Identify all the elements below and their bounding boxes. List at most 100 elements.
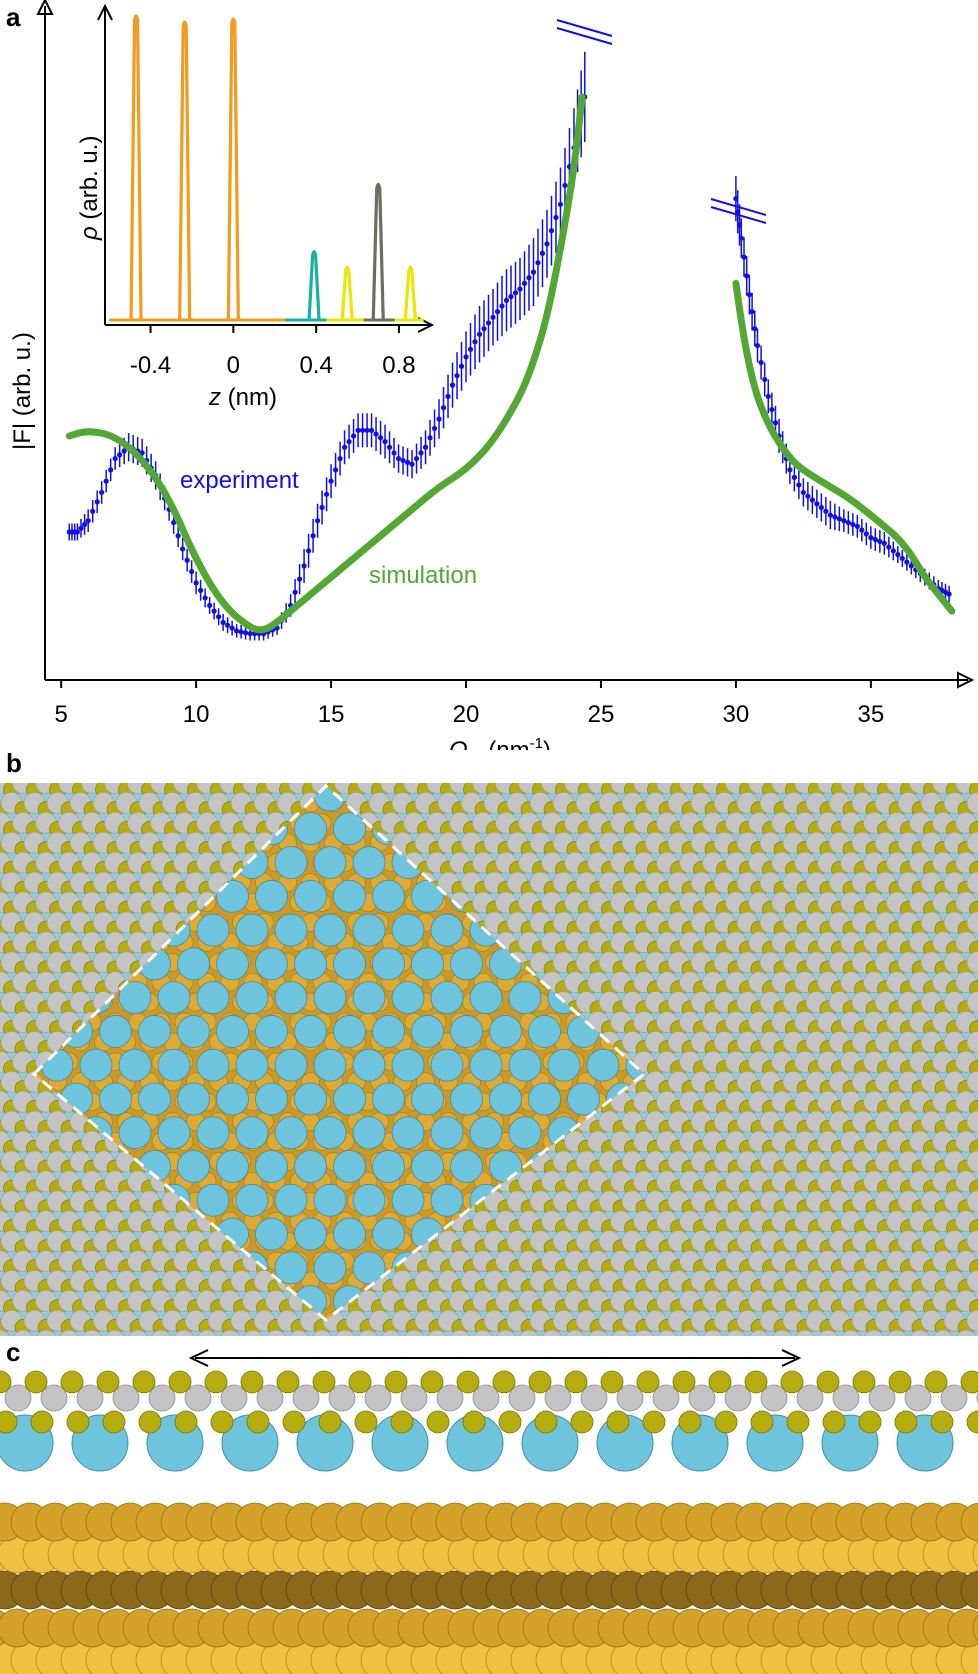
x-tick-label: 30 bbox=[723, 701, 750, 728]
experiment-point bbox=[229, 625, 235, 631]
inset-peak-au bbox=[129, 14, 143, 321]
experiment-point bbox=[744, 273, 750, 279]
inset-x-tick-label: -0.4 bbox=[130, 352, 171, 379]
x-tick-label: 5 bbox=[55, 701, 68, 728]
experiment-point bbox=[823, 508, 829, 514]
experiment-point bbox=[548, 228, 555, 234]
y-axis-arrow bbox=[36, 0, 54, 15]
experiment-point bbox=[738, 235, 744, 241]
experiment-point bbox=[355, 427, 361, 433]
x-tick-label: 20 bbox=[453, 701, 480, 728]
experiment-point bbox=[544, 241, 550, 247]
mo-atom bbox=[358, 1329, 378, 1336]
experiment-point bbox=[382, 439, 388, 445]
experiment-point bbox=[769, 406, 775, 413]
x-axis-arrow bbox=[957, 671, 975, 689]
experiment-point bbox=[328, 478, 334, 484]
inset-peak-cs bbox=[307, 250, 321, 321]
experiment-point bbox=[762, 376, 768, 383]
experiment-point bbox=[494, 309, 501, 315]
experiment-point bbox=[800, 489, 806, 496]
experiment-point bbox=[386, 444, 393, 450]
experiment-point bbox=[758, 359, 764, 366]
experiment-point bbox=[121, 448, 127, 454]
simulation-curve bbox=[65, 93, 586, 634]
experiment-point bbox=[908, 563, 914, 569]
experiment-point bbox=[78, 525, 84, 531]
experiment-point bbox=[946, 591, 952, 597]
experiment-point bbox=[108, 467, 114, 473]
experiment-point bbox=[749, 309, 755, 315]
mo-atom bbox=[128, 1329, 148, 1336]
experiment-point bbox=[521, 280, 528, 286]
experiment-point bbox=[787, 467, 793, 473]
experiment-point bbox=[904, 559, 910, 565]
experiment-point bbox=[184, 557, 190, 563]
experiment-point bbox=[765, 393, 771, 399]
experiment-point bbox=[818, 504, 824, 511]
main-chart: 5 10 15 20 25 30 35 experiment simulation |F| … bbox=[9, 0, 975, 750]
experiment-point bbox=[189, 568, 195, 575]
mo-atom bbox=[243, 1329, 263, 1336]
mo-atom bbox=[772, 1329, 792, 1336]
experiment-point bbox=[490, 314, 496, 320]
experiment-point bbox=[234, 628, 240, 634]
experiment-point bbox=[472, 339, 478, 345]
experiment-point bbox=[404, 459, 411, 465]
mo-atom bbox=[910, 1329, 930, 1336]
experiment-point bbox=[198, 587, 204, 593]
experiment-point bbox=[796, 482, 802, 488]
experiment-point bbox=[436, 416, 442, 422]
experiment-point bbox=[301, 563, 307, 569]
experiment-point bbox=[175, 533, 181, 539]
experiment-point bbox=[827, 512, 833, 518]
experiment-point bbox=[868, 535, 874, 541]
mo-atom bbox=[266, 1329, 286, 1336]
experiment-point bbox=[512, 290, 519, 296]
experiment-point bbox=[85, 518, 91, 524]
inset-chart: -0.4 0 0.4 0.8 ρ (arb. u.) z (nm) bbox=[76, 3, 435, 411]
experiment-point bbox=[814, 501, 820, 507]
inset-y-label: ρ (arb. u.) bbox=[76, 136, 103, 241]
simulation-annotation: simulation bbox=[369, 562, 477, 589]
x-tick-label: 35 bbox=[857, 701, 884, 728]
experiment-point bbox=[427, 435, 433, 441]
x-tick-label: 25 bbox=[588, 701, 615, 728]
mo-atom bbox=[36, 1329, 56, 1336]
experiment-point bbox=[449, 382, 456, 388]
experiment-point bbox=[535, 260, 541, 266]
experiment-point bbox=[841, 518, 847, 524]
experiment-point bbox=[350, 433, 357, 439]
axis-break-right bbox=[710, 198, 767, 224]
experiment-annotation: experiment bbox=[180, 467, 299, 494]
experiment-point bbox=[368, 427, 375, 433]
experiment-point bbox=[854, 523, 860, 529]
inset-peak-au bbox=[178, 20, 192, 321]
experiment-point bbox=[463, 354, 469, 360]
mo-atom bbox=[703, 1329, 723, 1336]
mo-atom bbox=[105, 1329, 125, 1336]
experiment-point bbox=[877, 538, 883, 545]
mo-atom bbox=[657, 1329, 677, 1336]
experiment-point bbox=[445, 393, 451, 399]
mo-atom bbox=[933, 1329, 953, 1336]
inset-x-tick-label: 0.4 bbox=[299, 352, 332, 379]
experiment-point bbox=[359, 427, 366, 433]
experiment-point bbox=[746, 292, 752, 298]
mo-atom bbox=[220, 1329, 240, 1336]
experiment-point bbox=[247, 631, 253, 637]
x-tick-label: 15 bbox=[318, 701, 345, 728]
experiment-point bbox=[400, 457, 406, 464]
experiment-point bbox=[314, 518, 321, 524]
experiment-point bbox=[890, 548, 896, 554]
experiment-point bbox=[872, 536, 878, 543]
inset-x-tick-label: 0.8 bbox=[382, 352, 415, 379]
mo-atom bbox=[0, 1329, 10, 1336]
experiment-point bbox=[81, 521, 88, 528]
experiment-point bbox=[754, 342, 761, 349]
experiment-point bbox=[499, 303, 505, 309]
experiment-point bbox=[503, 297, 510, 303]
mo-atom bbox=[611, 1329, 631, 1336]
experiment-point bbox=[90, 508, 96, 514]
experiment-point bbox=[418, 450, 424, 456]
